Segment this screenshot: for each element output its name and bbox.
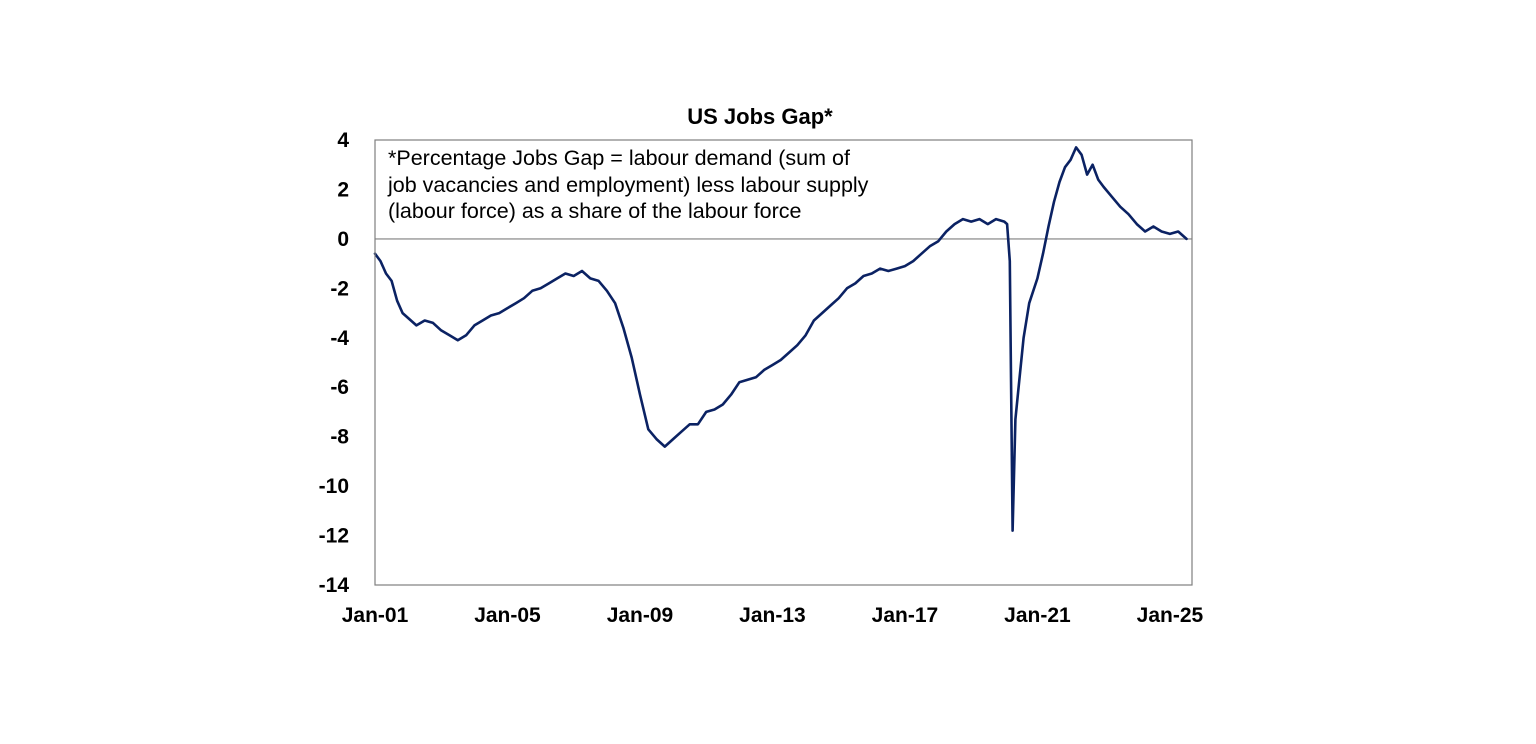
x-axis-ticks: Jan-01 Jan-05 Jan-09 Jan-13 Jan-17 Jan-21 Jan-…: [342, 604, 1204, 627]
y-tick-label: -14: [319, 574, 350, 597]
y-axis-ticks: 4 2 0 -2 -4 -6 -8 -10 -12 -14: [319, 129, 350, 597]
y-tick-label: -6: [330, 376, 349, 399]
annotation-line: (labour force) as a share of the labour …: [388, 199, 802, 223]
y-tick-label: -8: [330, 426, 349, 449]
x-tick-label: Jan-21: [1004, 604, 1071, 627]
x-tick-label: Jan-05: [474, 604, 541, 627]
y-tick-label: -12: [319, 525, 349, 548]
x-tick-label: Jan-17: [872, 604, 939, 627]
y-tick-label: 0: [337, 228, 349, 251]
x-tick-label: Jan-01: [342, 604, 409, 627]
chart-title: US Jobs Gap*: [687, 104, 833, 129]
y-tick-label: -10: [319, 475, 349, 498]
annotation-line: *Percentage Jobs Gap = labour demand (su…: [388, 146, 850, 170]
annotation-note: *Percentage Jobs Gap = labour demand (su…: [387, 146, 869, 223]
y-tick-label: 4: [337, 129, 349, 152]
y-tick-label: 2: [337, 178, 349, 201]
y-tick-label: -2: [330, 277, 349, 300]
x-tick-label: Jan-25: [1137, 604, 1204, 627]
y-tick-label: -4: [330, 327, 349, 350]
annotation-line: job vacancies and employment) less labou…: [387, 173, 869, 197]
plot-area-frame: [374, 139, 1193, 586]
x-tick-label: Jan-13: [739, 604, 806, 627]
series-line: [373, 146, 1188, 532]
x-tick-label: Jan-09: [607, 604, 674, 627]
